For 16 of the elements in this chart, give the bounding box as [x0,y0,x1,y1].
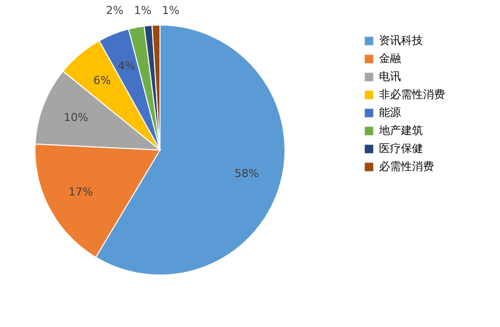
data-label: 1% [134,4,152,17]
data-label: 6% [93,74,111,88]
data-label: 17% [68,186,93,199]
legend-label: 资讯科技 [379,34,423,47]
legend-label: 金融 [379,52,401,65]
legend-label: 必需性消费 [379,160,434,173]
legend-label: 地产建筑 [378,124,423,137]
legend-label: 非必需性消费 [379,88,445,101]
legend-label: 能源 [379,106,401,119]
data-label: 4% [118,59,136,72]
data-label: 2% [106,4,124,17]
legend-label: 医疗保健 [379,142,423,155]
data-label: 58% [234,166,259,180]
legend-label: 电讯 [379,70,401,83]
data-label: 1% [162,4,180,17]
data-label: 10% [64,110,88,124]
